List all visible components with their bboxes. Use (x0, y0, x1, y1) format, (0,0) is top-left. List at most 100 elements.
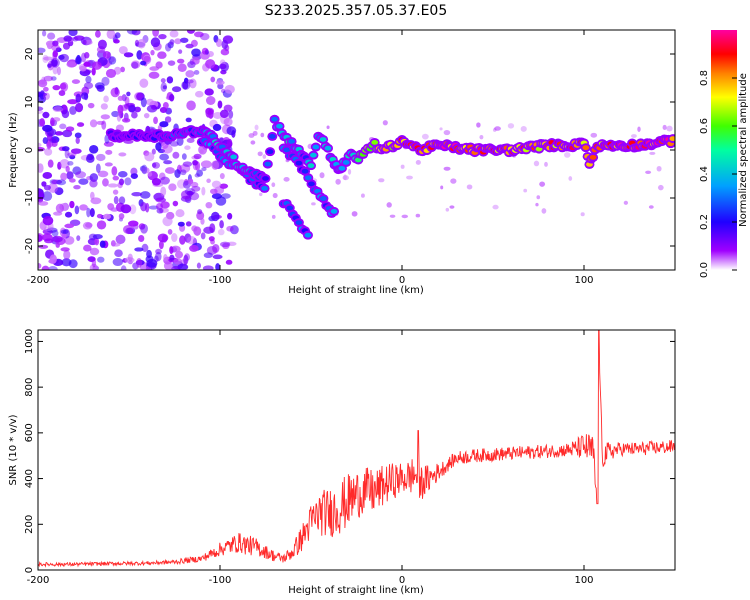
noise-speck (107, 183, 118, 188)
noise-speck (406, 175, 413, 180)
noise-speck (104, 162, 113, 167)
noise-speck (118, 46, 128, 55)
noise-speck (118, 152, 127, 157)
noise-speck (138, 234, 145, 242)
noise-speck (126, 30, 138, 35)
y-tick-label: 200 (24, 515, 35, 534)
ridge-point (271, 116, 278, 122)
noise-speck (68, 30, 78, 37)
noise-speck (226, 225, 234, 232)
noise-speck (41, 265, 50, 270)
noise-speck (185, 70, 195, 78)
noise-speck (211, 180, 222, 189)
noise-speck (386, 202, 392, 208)
noise-speck (146, 258, 158, 268)
noise-speck (126, 91, 131, 97)
noise-speck (541, 208, 547, 214)
noise-speck (400, 164, 405, 169)
noise-speck (64, 149, 70, 159)
y-tick-label: 800 (24, 378, 35, 397)
noise-speck (311, 202, 316, 206)
ridge-point (268, 134, 276, 139)
noise-speck (118, 178, 125, 186)
noise-speck (415, 160, 421, 165)
noise-speck (38, 79, 48, 88)
noise-speck (140, 202, 147, 212)
noise-speck (168, 183, 177, 191)
noise-speck (89, 179, 98, 188)
noise-speck (162, 216, 173, 227)
colorbar-tick-label: 0.8 (699, 70, 710, 86)
noise-speck (211, 211, 220, 222)
noise-speck (107, 203, 115, 211)
branch-point (283, 147, 291, 153)
noise-speck (158, 34, 167, 40)
noise-speck (38, 262, 42, 269)
noise-speck (69, 106, 77, 115)
noise-speck (193, 69, 200, 75)
noise-speck (111, 110, 120, 118)
chart-title: S233.2025.357.05.37.E05 (265, 3, 448, 19)
noise-speck (351, 211, 358, 217)
noise-speck (112, 175, 120, 181)
noise-speck (90, 191, 95, 200)
noise-speck (185, 117, 192, 123)
noise-speck (43, 75, 54, 82)
ridge-point (310, 152, 317, 158)
noise-speck (200, 160, 212, 169)
noise-speck (211, 160, 220, 170)
noise-speck (118, 196, 126, 205)
noise-speck (65, 126, 75, 132)
noise-speck (42, 111, 50, 119)
noise-speck (97, 170, 109, 178)
noise-speck (100, 103, 108, 110)
y-tick-label: 10 (24, 96, 35, 109)
noise-speck (47, 159, 54, 168)
noise-speck (186, 137, 195, 143)
noise-speck (229, 225, 239, 235)
noise-speck (590, 132, 598, 138)
noise-speck (564, 152, 571, 158)
noise-speck (38, 109, 44, 115)
noise-speck (38, 163, 44, 173)
noise-speck (42, 215, 54, 226)
noise-speck (361, 193, 365, 198)
noise-speck (421, 133, 429, 140)
noise-speck (60, 172, 68, 181)
noise-speck (191, 48, 201, 57)
noise-speck (172, 200, 179, 207)
noise-speck (195, 90, 204, 98)
noise-speck (209, 223, 216, 234)
noise-speck (78, 178, 89, 185)
noise-speck (58, 90, 66, 97)
noise-speck (226, 126, 237, 136)
noise-speck (89, 119, 98, 128)
noise-speck (42, 92, 50, 100)
ridge-point (276, 123, 283, 129)
noise-speck (169, 94, 175, 102)
noise-speck (476, 122, 481, 128)
noise-speck (52, 84, 61, 91)
noise-speck (100, 114, 111, 120)
noise-speck (95, 30, 101, 38)
noise-speck (171, 265, 181, 270)
noise-speck (449, 205, 455, 209)
ridge-point (342, 160, 350, 165)
noise-speck (185, 43, 194, 49)
noise-speck (42, 124, 53, 132)
noise-speck (196, 169, 204, 177)
noise-speck (174, 169, 181, 178)
colorbar-tick-label: 0.4 (699, 166, 710, 182)
noise-speck (219, 109, 229, 119)
noise-speck (158, 240, 164, 250)
noise-speck (140, 223, 148, 234)
noise-speck (128, 220, 139, 227)
noise-speck (121, 117, 131, 123)
noise-speck (192, 159, 198, 166)
noise-speck (144, 152, 155, 162)
noise-speck (47, 32, 56, 40)
noise-speck (43, 86, 49, 92)
noise-speck (59, 123, 67, 130)
noise-speck (182, 161, 193, 167)
noise-speck (184, 145, 191, 150)
